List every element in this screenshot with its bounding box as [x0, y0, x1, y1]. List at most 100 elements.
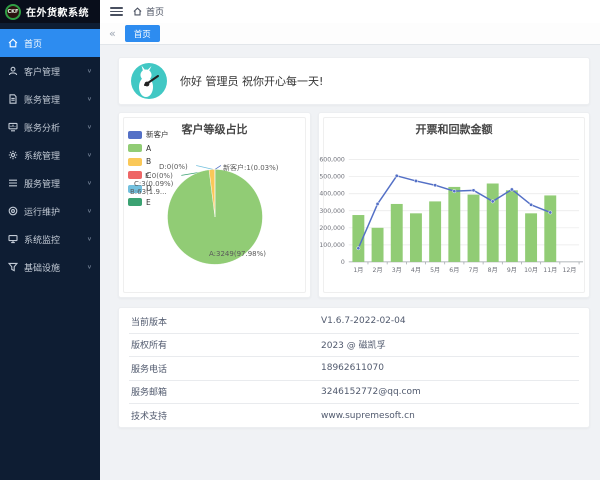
main-content: 你好 管理员 祝你开心每一天! 客户等级占比 新客户 A B C D: [100, 45, 600, 480]
sidebar-item-label: 首页: [24, 39, 43, 50]
breadcrumb-home-icon: [133, 7, 142, 16]
app-logo: CKF: [5, 3, 21, 20]
sidebar-item-label: 账务管理: [24, 95, 61, 106]
greeting-card: 你好 管理员 祝你开心每一天!: [118, 57, 590, 105]
greeting-text: 你好 管理员 祝你开心每一天!: [180, 75, 324, 88]
legend-swatch: [128, 144, 142, 153]
svg-text:0: 0: [341, 259, 345, 266]
pie-label-c: C:3(0.09%): [134, 180, 174, 188]
sidebar: CKF 在外货款系统 首页 客户管理 ∨ 账务管理 ∨ 账务分析 ∨: [0, 0, 100, 480]
sidebar-item-label: 账务分析: [24, 123, 61, 134]
sidebar-item-monitoring[interactable]: 系统监控 ∨: [0, 225, 100, 253]
chevron-down-icon: ∨: [86, 123, 92, 131]
sidebar-item-label: 运行维护: [24, 207, 61, 218]
svg-text:8月: 8月: [488, 267, 498, 274]
home-icon: [8, 38, 18, 48]
table-row: 服务电话 18962611070: [129, 357, 579, 381]
bar-chart-card: 开票和回款金额 0 100,000 200,000 300,000 400,000 500…: [318, 112, 590, 298]
svg-text:4月: 4月: [411, 267, 421, 274]
svg-text:7月: 7月: [468, 267, 478, 274]
monitor-icon: [8, 234, 18, 244]
table-row: 当前版本 V1.6.7-2022-02-04: [129, 310, 579, 334]
sidebar-item-label: 客户管理: [24, 67, 61, 78]
app-title: 在外货款系统: [26, 8, 89, 19]
top-header: 首页: [100, 0, 600, 23]
legend-swatch: [128, 184, 142, 193]
svg-text:300,000: 300,000: [319, 208, 344, 215]
tabbar: « 首页: [100, 23, 600, 45]
bar-line-chart: 0 100,000 200,000 300,000 400,000 500,000 600,…: [319, 157, 584, 274]
logo-bar: CKF 在外货款系统: [0, 0, 100, 23]
breadcrumb[interactable]: 首页: [133, 5, 164, 18]
svg-text:5月: 5月: [430, 267, 440, 274]
info-value: 18962611070: [321, 363, 384, 374]
legend-item[interactable]: C: [128, 169, 169, 183]
breadcrumb-label: 首页: [146, 8, 165, 18]
sidebar-item-label: 基础设施: [24, 263, 61, 274]
gear-icon: [8, 150, 18, 160]
sidebar-item-label: 系统监控: [24, 235, 61, 246]
svg-text:400,000: 400,000: [319, 191, 344, 198]
hamburger-menu-icon[interactable]: [110, 7, 123, 16]
legend-item[interactable]: D: [128, 182, 169, 196]
pie-legend: 新客户 A B C D E: [128, 128, 169, 209]
tab-home[interactable]: 首页: [124, 25, 160, 42]
chevron-down-icon: ∨: [86, 207, 92, 215]
svg-text:3月: 3月: [392, 267, 402, 274]
info-label: 服务电话: [131, 364, 168, 375]
legend-item[interactable]: 新客户: [128, 128, 169, 142]
pie-chart: [167, 165, 263, 265]
funnel-icon: [8, 262, 18, 272]
info-value: www.supremesoft.cn: [321, 410, 415, 421]
table-row: 版权所有 2023 @ 磁凯孚: [129, 334, 579, 357]
info-value: V1.6.7-2022-02-04: [321, 316, 406, 327]
svg-text:2月: 2月: [373, 267, 383, 274]
info-table: 当前版本 V1.6.7-2022-02-04 版权所有 2023 @ 磁凯孚 服…: [118, 307, 590, 428]
pie-label-a: A:3249(97.98%): [209, 250, 266, 258]
svg-text:600,000: 600,000: [319, 157, 344, 164]
table-row: 服务邮箱 3246152772@qq.com: [129, 381, 579, 404]
pie-label-d: D:0(0%): [159, 163, 188, 171]
info-value: 2023 @ 磁凯孚: [321, 341, 386, 352]
svg-text:12月: 12月: [562, 267, 576, 274]
legend-swatch: [128, 171, 142, 180]
user-icon: [8, 66, 18, 76]
info-label: 当前版本: [131, 317, 168, 328]
info-label: 版权所有: [131, 341, 168, 352]
sidebar-item-label: 系统管理: [24, 151, 61, 162]
pie-chart-title: 客户等级占比: [181, 123, 248, 136]
svg-text:11月: 11月: [543, 267, 557, 274]
legend-item[interactable]: E: [128, 196, 169, 210]
chevron-down-icon: ∨: [86, 67, 92, 75]
legend-swatch: [128, 130, 142, 139]
bar-chart-title: 开票和回款金额: [415, 123, 493, 136]
info-label: 技术支持: [131, 412, 168, 423]
sidebar-item-analysis[interactable]: 账务分析 ∨: [0, 113, 100, 141]
sidebar-item-system[interactable]: 系统管理 ∨: [0, 141, 100, 169]
pie-label-e: E:0(0%): [145, 172, 173, 180]
svg-text:1月: 1月: [353, 267, 363, 274]
pie-chart-card: 客户等级占比 新客户 A B C D E: [118, 112, 311, 298]
sidebar-item-home[interactable]: 首页: [0, 29, 100, 57]
svg-text:6月: 6月: [449, 267, 459, 274]
info-label: 服务邮箱: [131, 388, 168, 399]
list-icon: [8, 178, 18, 188]
legend-item[interactable]: A: [128, 142, 169, 156]
svg-text:100,000: 100,000: [319, 242, 344, 249]
tab-scroll-left-icon[interactable]: «: [109, 27, 116, 40]
chevron-down-icon: ∨: [86, 179, 92, 187]
table-row: 技术支持 www.supremesoft.cn: [129, 404, 579, 428]
sidebar-item-services[interactable]: 服务管理 ∨: [0, 169, 100, 197]
legend-swatch: [128, 198, 142, 207]
legend-item[interactable]: B: [128, 155, 169, 169]
chevron-down-icon: ∨: [86, 263, 92, 271]
svg-text:500,000: 500,000: [319, 174, 344, 181]
analysis-icon: [8, 122, 18, 132]
sidebar-item-infrastructure[interactable]: 基础设施 ∨: [0, 253, 100, 281]
sidebar-item-accounting[interactable]: 账务管理 ∨: [0, 85, 100, 113]
legend-swatch: [128, 157, 142, 166]
maintenance-icon: [8, 206, 18, 216]
sidebar-item-customers[interactable]: 客户管理 ∨: [0, 57, 100, 85]
chevron-down-icon: ∨: [86, 95, 92, 103]
sidebar-item-maintenance[interactable]: 运行维护 ∨: [0, 197, 100, 225]
